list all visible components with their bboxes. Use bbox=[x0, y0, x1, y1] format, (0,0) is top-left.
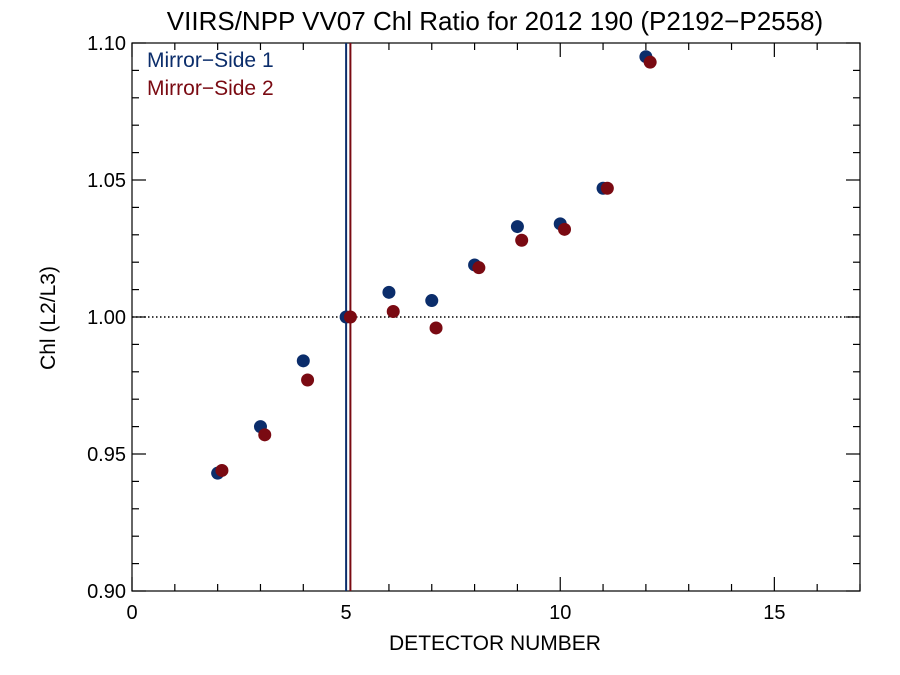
y-tick-label: 1.00 bbox=[87, 307, 126, 329]
point-series-2 bbox=[600, 181, 614, 195]
point-series-2 bbox=[301, 373, 315, 387]
y-tick-label: 1.05 bbox=[87, 170, 126, 192]
point-series-2 bbox=[515, 233, 529, 247]
point-series-2 bbox=[558, 222, 572, 236]
legend-entry-mirror-side-2: Mirror−Side 2 bbox=[147, 77, 274, 100]
y-tick-label: 1.10 bbox=[87, 33, 126, 55]
x-axis-label: DETECTOR NUMBER bbox=[389, 632, 601, 655]
y-tick-label: 0.90 bbox=[87, 581, 126, 603]
point-series-2 bbox=[343, 310, 357, 324]
x-tick-label: 5 bbox=[341, 602, 352, 624]
point-series-1 bbox=[296, 354, 310, 368]
point-series-2 bbox=[258, 428, 272, 442]
x-tick-label: 10 bbox=[549, 602, 571, 624]
point-series-1 bbox=[382, 285, 396, 299]
chart-title: VIIRS/NPP VV07 Chl Ratio for 2012 190 (P… bbox=[167, 6, 823, 36]
y-axis-label: Chl (L2/L3) bbox=[37, 266, 60, 370]
point-series-1 bbox=[425, 294, 439, 308]
point-series-2 bbox=[429, 321, 443, 335]
data-points bbox=[211, 50, 657, 480]
point-series-2 bbox=[386, 305, 400, 319]
x-tick-labels: 0 5 10 15 bbox=[126, 602, 785, 624]
minor-ticks bbox=[132, 43, 861, 591]
x-tick-label: 15 bbox=[763, 602, 785, 624]
point-series-2 bbox=[215, 463, 229, 477]
y-tick-label: 0.95 bbox=[87, 444, 126, 466]
point-series-1 bbox=[510, 220, 524, 234]
legend: Mirror−Side 1 Mirror−Side 2 bbox=[147, 49, 274, 100]
y-tick-labels: 0.90 0.95 1.00 1.05 1.10 bbox=[87, 33, 126, 603]
legend-entry-mirror-side-1: Mirror−Side 1 bbox=[147, 49, 274, 72]
point-series-2 bbox=[643, 55, 657, 69]
x-tick-label: 0 bbox=[126, 602, 137, 624]
point-series-2 bbox=[472, 261, 486, 275]
